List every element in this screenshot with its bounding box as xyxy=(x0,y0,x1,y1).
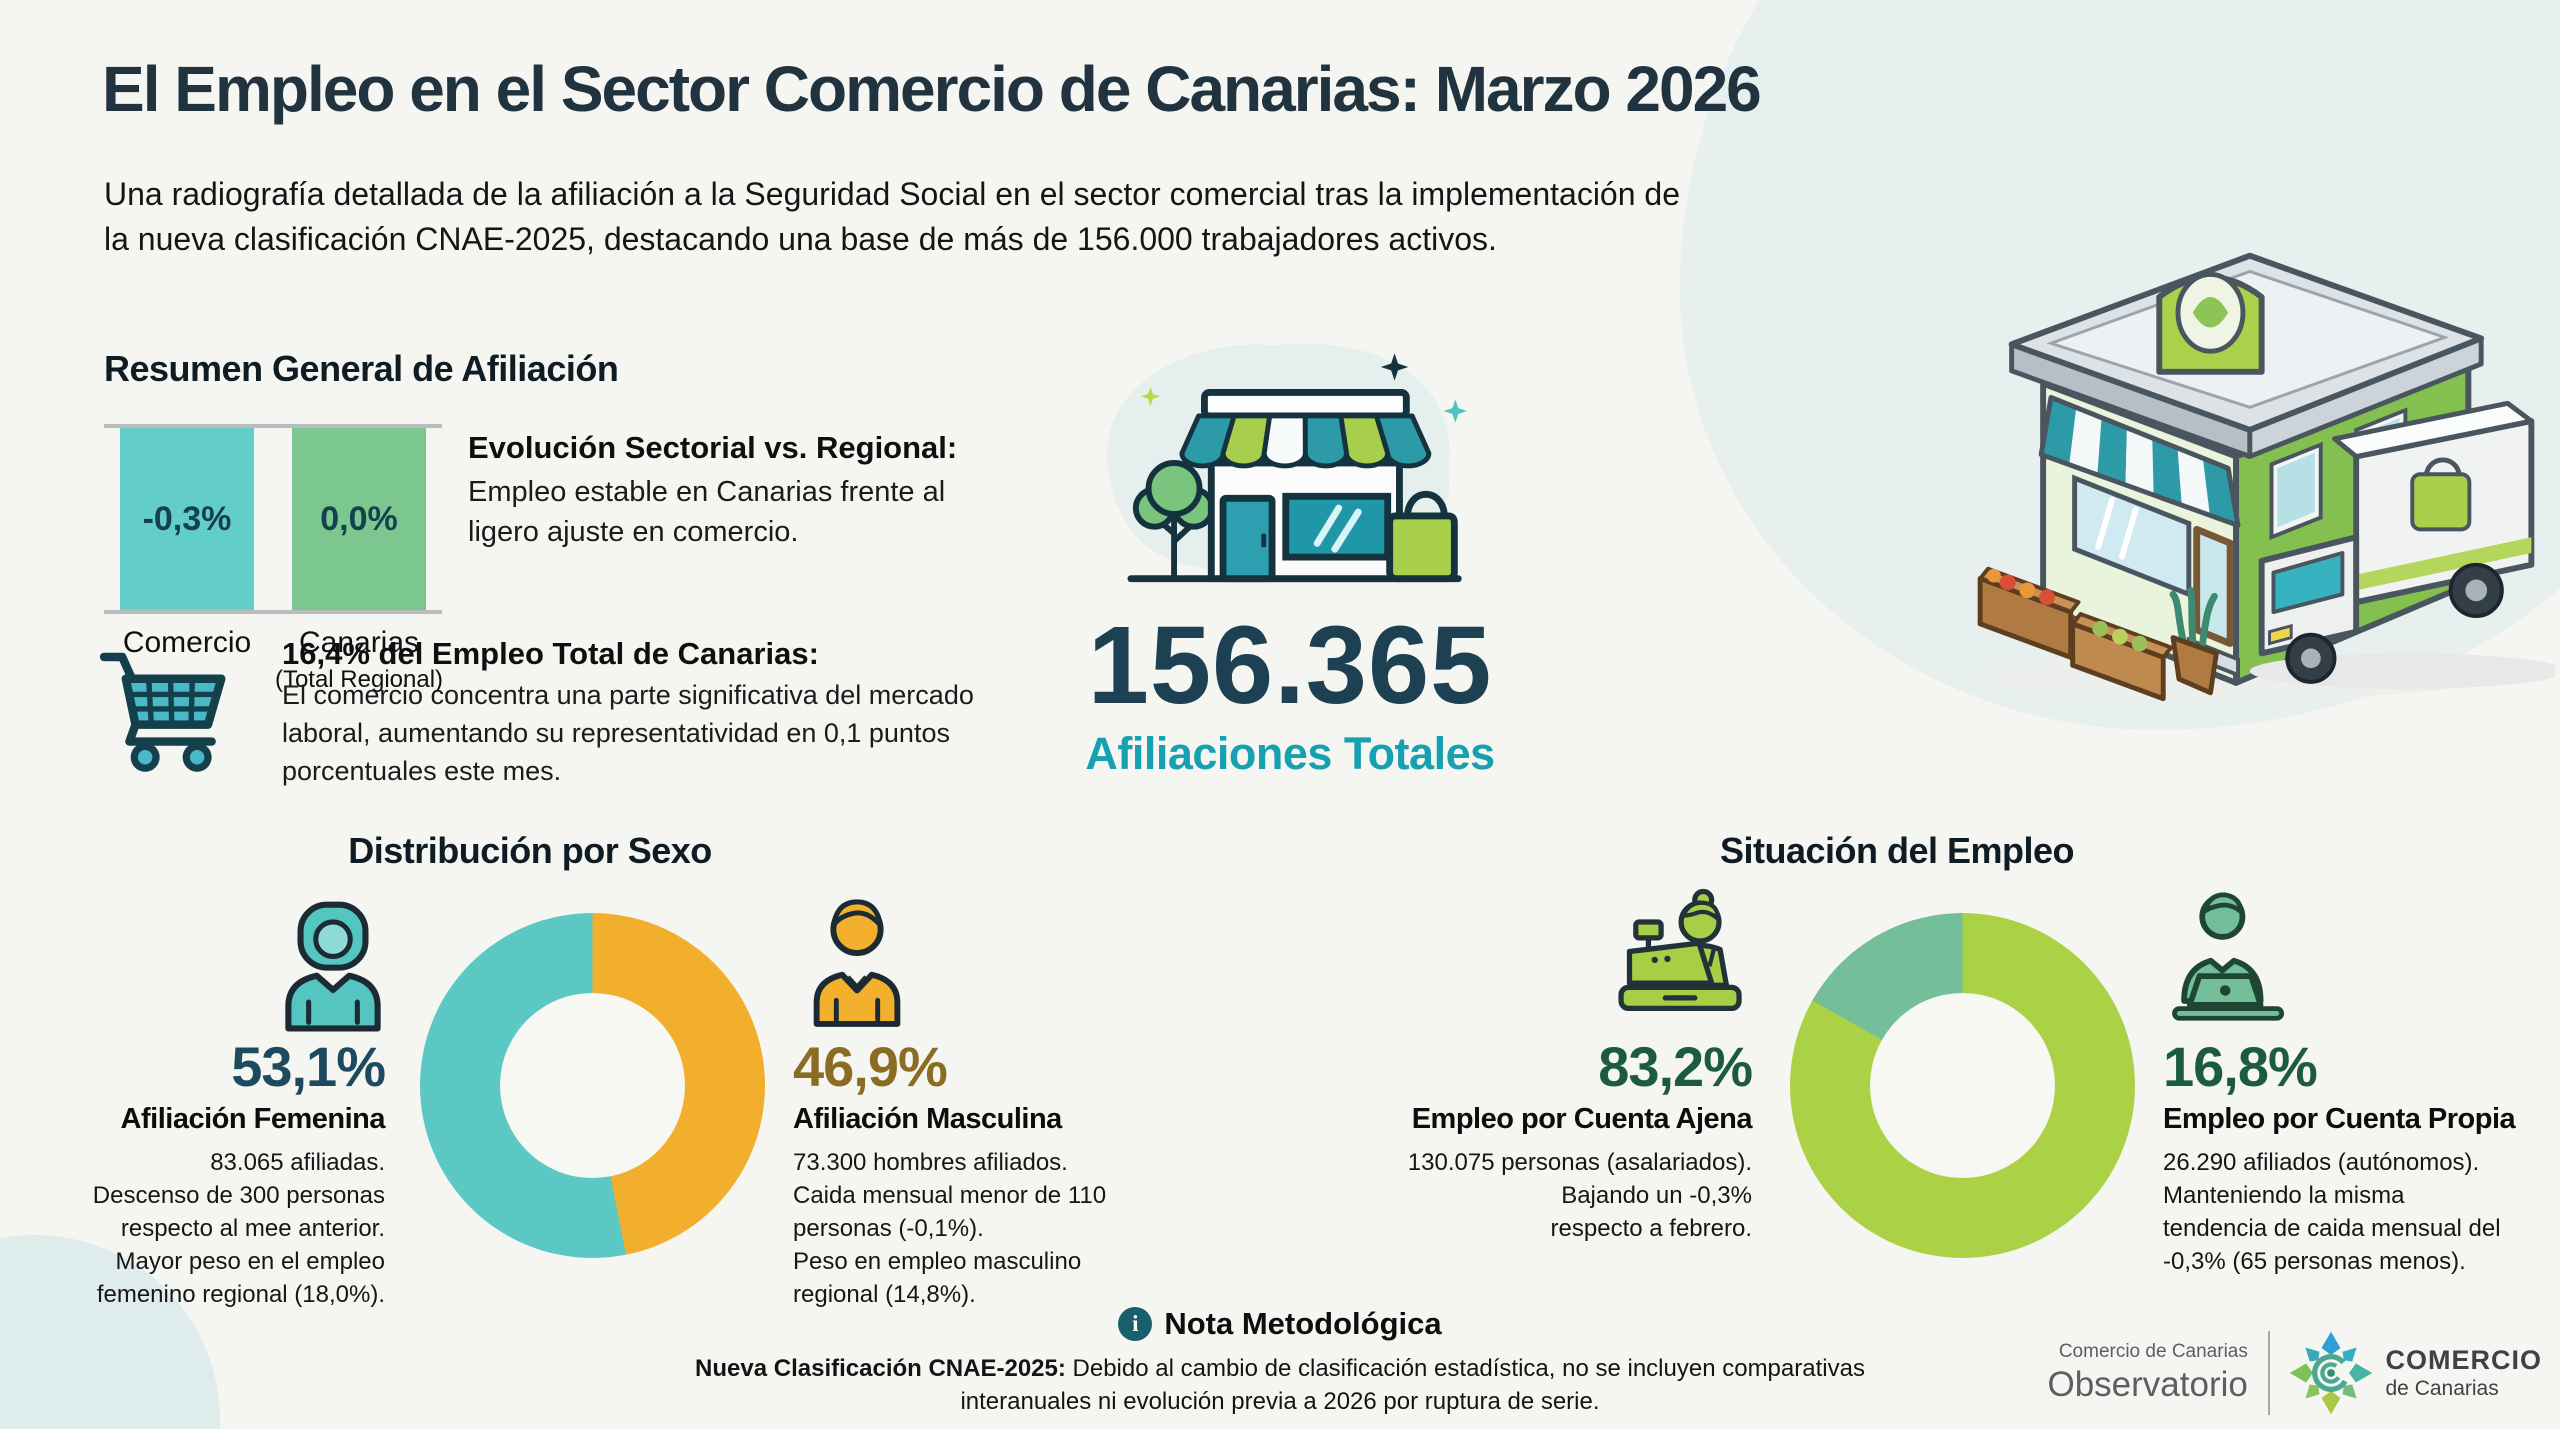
comercio-bar-value: -0,3% xyxy=(142,499,232,538)
comercio-bar-label: Comercio xyxy=(122,626,252,659)
male-person-icon xyxy=(793,886,921,1034)
store-building-illustration xyxy=(1925,135,2560,725)
bar-axis-top xyxy=(104,424,442,428)
section-heading-sexo: Distribución por Sexo xyxy=(348,830,712,871)
stat-masculina: 46,9% Afiliación Masculina 73.300 hombre… xyxy=(793,1034,1133,1311)
ajena-pct: 83,2% xyxy=(1598,1035,1753,1098)
comercio-canarias-logo-icon xyxy=(2288,1330,2374,1416)
canarias-bar-value: 0,0% xyxy=(320,499,398,538)
total-affiliations-value: 156.365 xyxy=(1087,604,1493,727)
brand-observatorio-small: Comercio de Canarias xyxy=(2058,1341,2248,1362)
masculina-label: Afiliación Masculina xyxy=(793,1103,1062,1135)
propia-pct: 16,8% xyxy=(2163,1035,2318,1098)
page-subtitle: Una radiografía detallada de la afiliaci… xyxy=(104,176,1680,257)
femenina-pct: 53,1% xyxy=(231,1035,386,1098)
stat-femenina: 53,1% Afiliación Femenina 83.065 afiliad… xyxy=(75,1034,386,1311)
page-title: El Empleo en el Sector Comercio de Canar… xyxy=(102,53,1762,125)
sex-distribution-donut-chart xyxy=(420,913,765,1258)
section-heading-situacion: Situación del Empleo xyxy=(1719,830,2075,871)
total-affiliations-label: Afiliaciones Totales xyxy=(1085,728,1495,779)
empleo-total-text: El comercio concentra una parte signific… xyxy=(282,680,974,786)
evolucion-title: Evolución Sectorial vs. Regional: xyxy=(468,430,958,465)
shopping-cart-icon xyxy=(92,640,237,775)
laptop-worker-icon xyxy=(2163,884,2297,1034)
storefront-illustration xyxy=(1055,316,1495,610)
brand-footer: Comercio de Canarias Observatorio xyxy=(2042,1330,2542,1416)
ajena-label: Empleo por Cuenta Ajena xyxy=(1411,1103,1753,1135)
section-heading-resumen: Resumen General de Afiliación xyxy=(104,348,619,389)
empleo-total-block: 16,4% del Empleo Total de Canarias: El c… xyxy=(282,636,1062,790)
logo-subtitle: de Canarias xyxy=(2385,1377,2499,1400)
employment-status-donut-chart xyxy=(1790,913,2135,1258)
canarias-bar-label: Canarias xyxy=(298,626,420,659)
brand-observatorio-big: Observatorio xyxy=(2047,1365,2248,1404)
masculina-text: 73.300 hombres afiliados. Caida mensual … xyxy=(793,1149,1107,1308)
sector-vs-regional-bar-chart: -0,3% 0,0% Comercio Canarias (Total Regi… xyxy=(104,424,443,714)
femenina-text: 83.065 afiliadas. Descenso de 300 person… xyxy=(92,1149,385,1308)
stat-cuenta-ajena: 83,2% Empleo por Cuenta Ajena 130.075 pe… xyxy=(1392,1034,1753,1245)
cashier-person-icon xyxy=(1600,882,1758,1034)
empleo-total-title: 16,4% del Empleo Total de Canarias: xyxy=(282,636,819,671)
logo-title: COMERCIO xyxy=(2385,1345,2542,1375)
female-person-icon xyxy=(262,886,404,1034)
femenina-label: Afiliación Femenina xyxy=(120,1103,386,1135)
comercio-bar: -0,3% xyxy=(120,428,254,610)
masculina-pct: 46,9% xyxy=(793,1035,948,1098)
evolucion-text: Empleo estable en Canarias frente al lig… xyxy=(468,476,946,548)
info-icon: i xyxy=(1118,1307,1153,1341)
stat-cuenta-propia: 16,8% Empleo por Cuenta Propia 26.290 af… xyxy=(2163,1034,2528,1278)
canarias-bar: 0,0% xyxy=(292,428,426,610)
methodological-note: i Nota Metodológica Nueva Clasificación … xyxy=(530,1306,2030,1418)
bar-axis-bottom xyxy=(104,610,442,614)
nota-text: Nueva Clasificación CNAE-2025: Debido al… xyxy=(530,1352,2030,1418)
canarias-bar-sublabel: (Total Regional) xyxy=(274,666,444,693)
propia-label: Empleo por Cuenta Propia xyxy=(2163,1103,2516,1135)
propia-text: 26.290 afiliados (autónomos). Manteniend… xyxy=(2163,1149,2501,1275)
brand-divider xyxy=(2267,1331,2270,1415)
nota-bold: Nueva Clasificación CNAE-2025: xyxy=(695,1355,1066,1382)
evolucion-block: Evolución Sectorial vs. Regional: Empleo… xyxy=(468,430,1068,552)
nota-title: Nota Metodológica xyxy=(1164,1306,1442,1341)
ajena-text: 130.075 personas (asalariados). Bajando … xyxy=(1407,1149,1752,1242)
nota-rest: Debido al cambio de clasificación estadí… xyxy=(960,1355,1865,1415)
